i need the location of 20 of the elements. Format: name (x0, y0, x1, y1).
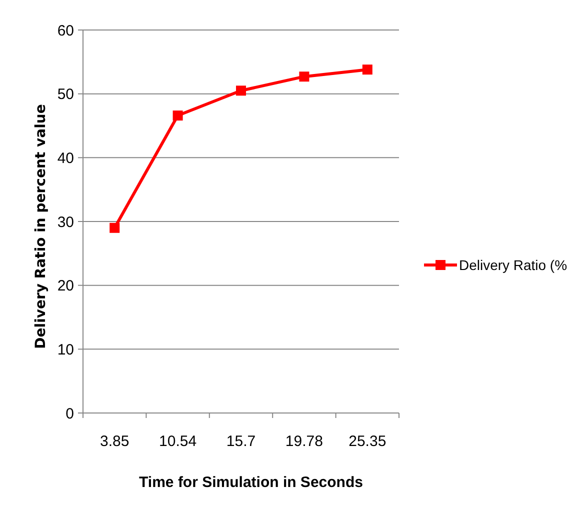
y-tick-label: 0 (66, 405, 74, 422)
x-axis-title: Time for Simulation in Seconds (139, 474, 363, 491)
point (172, 110, 183, 121)
x-tick-label: 25.35 (348, 433, 386, 450)
y-tick-label: 20 (57, 278, 74, 295)
y-tick-label: 30 (57, 214, 74, 231)
x-tick-label: 3.85 (100, 433, 130, 450)
y-tick-label: 60 (57, 22, 74, 40)
point (362, 64, 372, 75)
y-tick-label: 40 (57, 150, 74, 167)
x-tick-label: 19.78 (285, 433, 323, 450)
x-tick-label: 10.54 (159, 433, 197, 450)
legend-label: Delivery Ratio (% (459, 256, 568, 273)
y-tick-label: 10 (57, 341, 74, 358)
point (236, 86, 246, 96)
point (299, 72, 310, 82)
y-tick-label: 50 (57, 86, 74, 104)
x-tick-label: 15.7 (226, 433, 256, 450)
point (110, 222, 120, 233)
y-axis-title: Delivery Ratio in percent value (33, 104, 49, 349)
